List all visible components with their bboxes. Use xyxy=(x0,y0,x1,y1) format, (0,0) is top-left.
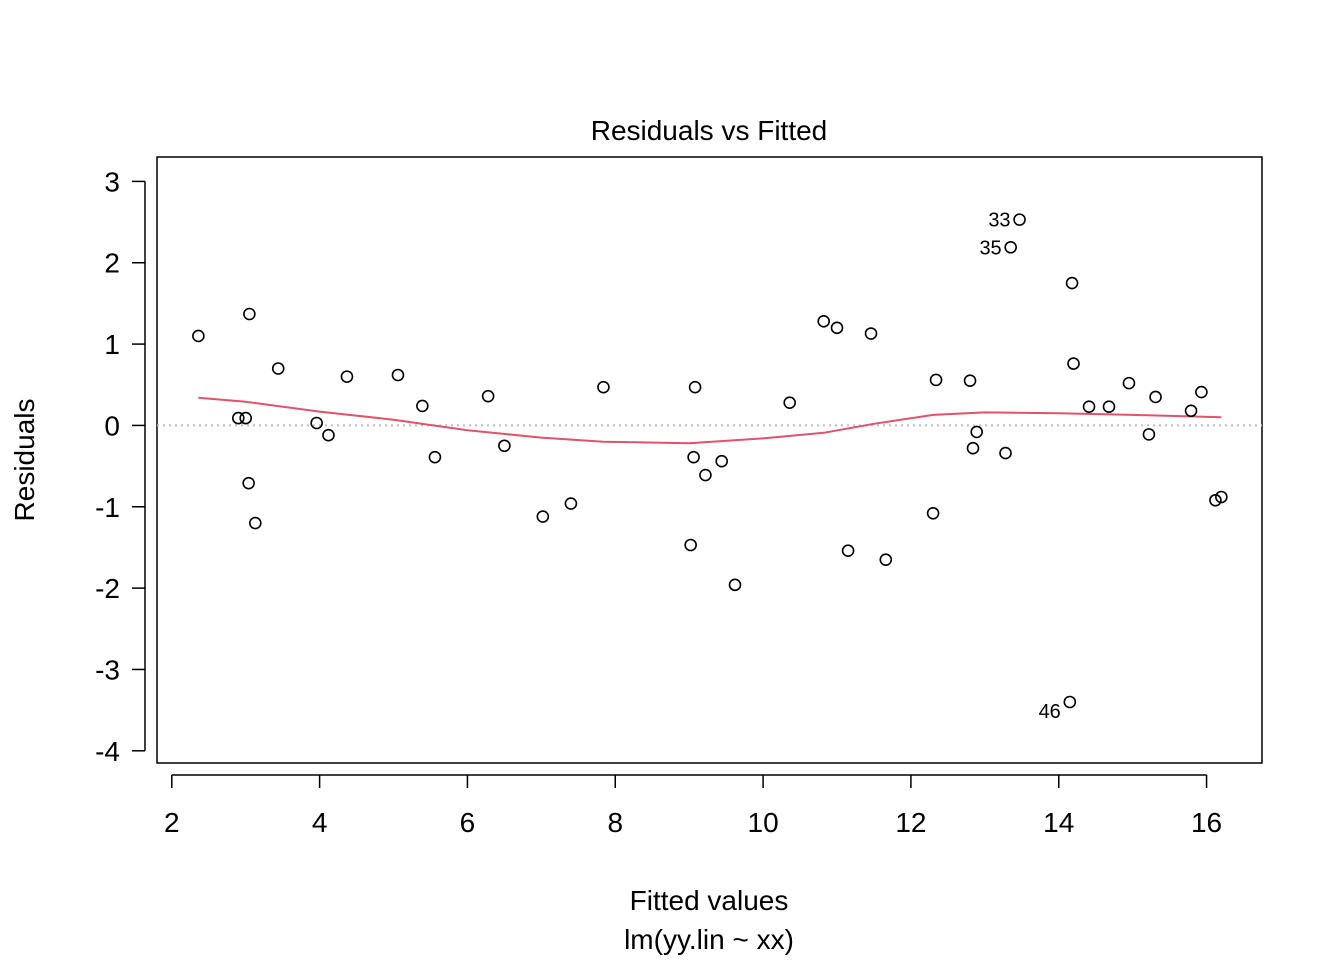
x-tick-label: 12 xyxy=(895,807,926,838)
residual-point xyxy=(1004,240,1017,254)
residual-point xyxy=(699,468,712,482)
residual-point xyxy=(1149,390,1162,404)
residual-point xyxy=(232,411,245,425)
residual-point xyxy=(1209,493,1222,507)
residual-point xyxy=(322,428,335,442)
y-tick-label: 1 xyxy=(104,329,120,360)
residual-point xyxy=(728,578,742,592)
x-tick-label: 4 xyxy=(312,807,328,838)
residual-point xyxy=(1082,400,1096,414)
residual-point xyxy=(1215,490,1228,504)
x-axis-title: Fitted values xyxy=(630,885,789,916)
residual-point xyxy=(192,329,205,343)
x-tick-label: 6 xyxy=(460,807,476,838)
residual-point xyxy=(687,450,700,464)
residual-point xyxy=(416,399,429,413)
y-tick-label: -1 xyxy=(95,492,120,523)
residual-point xyxy=(1065,276,1079,290)
x-tick-label: 16 xyxy=(1191,807,1222,838)
y-tick-label: 2 xyxy=(104,248,120,279)
outlier-label: 46 xyxy=(1039,701,1061,723)
residual-point xyxy=(783,396,796,409)
residual-point xyxy=(715,454,728,468)
residual-point xyxy=(1142,428,1156,441)
residual-point xyxy=(1063,695,1077,709)
residual-point xyxy=(926,506,940,520)
y-tick-label: -2 xyxy=(95,573,120,604)
residual-point xyxy=(970,425,983,439)
residual-point xyxy=(243,307,256,321)
y-tick-label: -4 xyxy=(95,736,120,767)
residual-point xyxy=(242,476,255,490)
y-tick-label: 3 xyxy=(104,166,120,197)
residual-point xyxy=(536,510,550,523)
residual-point xyxy=(999,446,1012,460)
residual-point xyxy=(481,389,495,403)
outlier-label: 33 xyxy=(988,210,1010,232)
y-tick-label: 0 xyxy=(104,410,120,441)
residual-point xyxy=(966,441,980,455)
residual-point xyxy=(1067,357,1080,370)
x-tick-label: 8 xyxy=(607,807,623,838)
residual-point xyxy=(428,450,442,464)
residual-point xyxy=(1184,404,1198,418)
residual-point xyxy=(597,380,610,394)
residual-point xyxy=(688,380,702,394)
residual-point xyxy=(830,321,844,335)
residual-point xyxy=(841,544,855,557)
residual-point xyxy=(1122,376,1136,390)
residual-point xyxy=(271,362,285,375)
residual-point xyxy=(498,439,511,453)
model-formula-subtitle: lm(yy.lin ~ xx) xyxy=(624,924,794,955)
residual-point xyxy=(391,368,405,382)
chart-title: Residuals vs Fitted xyxy=(591,115,828,146)
residual-point xyxy=(1013,213,1026,226)
residual-point xyxy=(817,315,830,328)
outlier-label: 35 xyxy=(979,237,1001,259)
residual-point xyxy=(564,497,578,510)
residual-point xyxy=(1195,385,1208,399)
x-tick-label: 10 xyxy=(748,807,779,838)
residual-point xyxy=(929,373,943,387)
residual-point xyxy=(864,327,878,340)
residual-point xyxy=(684,538,697,552)
residual-point xyxy=(310,416,323,430)
residual-point xyxy=(879,553,893,566)
y-axis-title: Residuals xyxy=(9,399,40,522)
residual-point xyxy=(249,516,262,530)
smoother-line xyxy=(198,396,1222,445)
residual-point xyxy=(340,370,354,383)
residual-point xyxy=(963,374,977,387)
plot-frame xyxy=(156,156,1263,764)
x-tick-label: 14 xyxy=(1043,807,1074,838)
y-tick-label: -3 xyxy=(95,654,120,685)
residual-point xyxy=(239,411,252,425)
x-tick-label: 2 xyxy=(164,807,180,838)
residual-point xyxy=(1102,400,1116,414)
